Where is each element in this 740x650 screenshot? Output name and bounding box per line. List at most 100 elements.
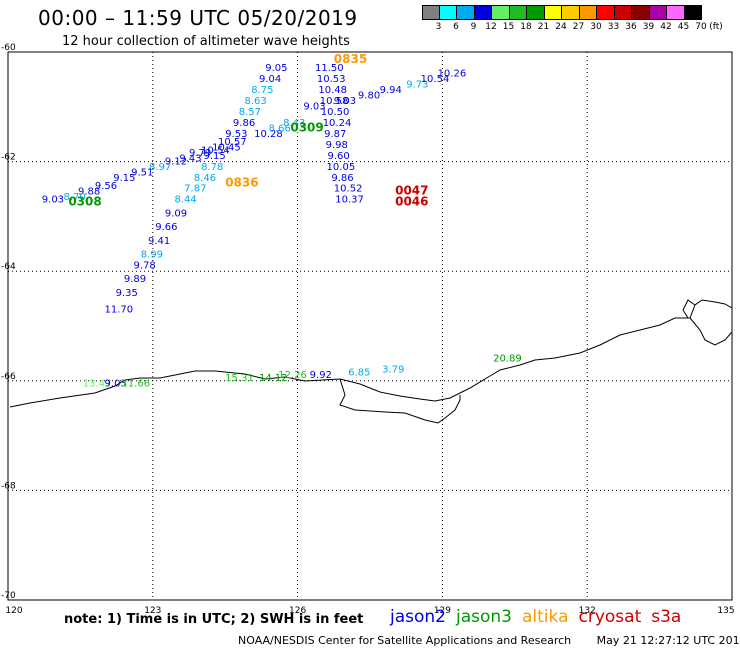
wave-height-label: 9.03 — [303, 102, 325, 113]
coastline-inlet — [339, 378, 461, 424]
coastline-east-bay — [682, 299, 696, 319]
wave-height-label: 9.12 — [165, 156, 187, 167]
wave-height-label: 8.70 — [64, 192, 86, 203]
wave-height-label: 10.28 — [254, 129, 283, 140]
y-tick-label: -70 — [1, 591, 16, 601]
legend-swatch — [527, 5, 545, 20]
x-tick-label: 129 — [434, 606, 451, 616]
wave-height-label: 11.66 — [121, 378, 150, 389]
pass-time-label: 0309 — [290, 120, 323, 134]
wave-height-label: 10.58 — [320, 96, 349, 107]
x-tick-label: 135 — [717, 606, 734, 616]
satellite-altika: altika — [522, 607, 569, 627]
legend-label: 39 — [642, 22, 655, 32]
wave-height-label: 9.78 — [133, 260, 155, 271]
wave-height-label: 9.79 — [189, 148, 211, 159]
legend-label: 27 — [572, 22, 585, 32]
map-axis-ticks: 120 123 126 129 132 135 -60 -62 -64 -66 -68 -70 — [1, 43, 735, 616]
wave-height-label: 9.66 — [155, 222, 177, 233]
wave-height-values: 11.5010.5310.4810.5810.5010.249.879.989.… — [42, 63, 522, 389]
wave-height-label: 9.89 — [124, 274, 146, 285]
map-border — [7, 51, 733, 601]
wave-height-label: 7.87 — [184, 184, 206, 195]
wave-height-label: 9.80 — [358, 91, 380, 102]
legend-label: 70 — [695, 22, 707, 32]
wave-height-label: 10.26 — [438, 69, 467, 80]
wave-height-label: 10.54 — [421, 74, 450, 85]
wave-height-label: 9.88 — [78, 186, 100, 197]
timestamp-text: May 21 12:27:12 UTC 2019 — [596, 634, 740, 647]
wave-height-label: 10.24 — [323, 118, 352, 129]
wave-height-label: 8.46 — [194, 173, 216, 184]
wave-height-label: 10.05 — [327, 162, 356, 173]
x-tick-label: 120 — [5, 606, 22, 616]
wave-height-label: 9.03 — [334, 96, 356, 107]
wave-height-label: 13.47 — [83, 378, 112, 389]
legend-label: 21 — [537, 22, 550, 32]
legend-label: 30 — [590, 22, 602, 32]
wave-height-label: 10.57 — [218, 137, 247, 148]
wave-height-label: 8.44 — [175, 195, 197, 206]
legend-unit: (ft) — [709, 22, 723, 32]
credit-text: NOAA/NESDIS Center for Satellite Applica… — [238, 634, 572, 647]
wave-height-label: 10.45 — [212, 143, 241, 154]
wave-height-label: 9.35 — [116, 288, 138, 299]
wave-height-label: 6.85 — [348, 367, 370, 378]
page-title: 00:00 – 11:59 UTC 05/20/2019 — [38, 6, 358, 30]
wave-height-label: 9.05 — [265, 63, 287, 74]
legend-swatch — [544, 5, 562, 20]
legend-swatch — [579, 5, 597, 20]
wave-height-label: 8.43 — [283, 118, 305, 129]
legend-swatch — [614, 5, 632, 20]
coastline — [9, 299, 733, 424]
wave-height-label: 9.09 — [165, 208, 187, 219]
legend-label: 33 — [607, 22, 620, 32]
y-tick-label: -62 — [1, 153, 16, 163]
wave-height-label: 14.12 — [259, 373, 288, 384]
wave-height-label: 9.87 — [324, 129, 346, 140]
wave-height-label: 8.66 — [269, 123, 291, 134]
wave-height-label: 9.15 — [113, 173, 135, 184]
legend-swatch — [474, 5, 492, 20]
legend-swatch — [632, 5, 650, 20]
x-tick-label: 123 — [144, 606, 161, 616]
wave-height-label: 9.04 — [259, 74, 281, 85]
wave-height-label: 9.56 — [95, 181, 117, 192]
x-tick-label: 132 — [579, 606, 596, 616]
y-tick-label: -66 — [1, 372, 16, 382]
legend-swatch — [562, 5, 580, 20]
wave-height-label: 10.54 — [201, 145, 230, 156]
wave-height-label: 10.37 — [335, 195, 364, 206]
wave-height-label: 10.50 — [321, 107, 350, 118]
x-tick-label: 126 — [289, 606, 306, 616]
pass-time-label: 0046 — [395, 194, 428, 208]
y-tick-label: -68 — [1, 481, 16, 491]
legend-label: 12 — [485, 22, 497, 32]
wave-height-label: 10.52 — [334, 184, 363, 195]
legend-label: 15 — [502, 22, 515, 32]
wave-height-label: 15.31 — [225, 373, 254, 384]
wave-height-label: 10.48 — [318, 85, 347, 96]
legend-label: 9 — [470, 22, 477, 32]
footer: NOAA/NESDIS Center for Satellite Applica… — [238, 634, 740, 647]
wave-height-label: 8.97 — [149, 162, 171, 173]
coastline-east-cape — [689, 317, 733, 346]
wave-height-label: 9.03 — [105, 378, 127, 389]
wave-height-label: 9.94 — [380, 85, 402, 96]
y-tick-label: -60 — [1, 43, 16, 53]
legend-label: 42 — [660, 22, 672, 32]
satellite-cryosat: cryosat — [578, 607, 642, 627]
legend-label: 18 — [520, 22, 532, 32]
wave-height-label: 3.79 — [382, 365, 404, 376]
legend-swatch — [492, 5, 510, 20]
pass-time-label: 0047 — [395, 183, 428, 197]
wave-height-label: 9.86 — [331, 173, 353, 184]
wave-height-label: 9.51 — [131, 167, 153, 178]
legend-swatch — [684, 5, 702, 20]
wave-height-label: 11.50 — [315, 63, 344, 74]
wave-height-label: 12.26 — [278, 370, 307, 381]
wave-height-label: 9.53 — [225, 129, 247, 140]
wave-height-label: 9.03 — [42, 195, 64, 206]
